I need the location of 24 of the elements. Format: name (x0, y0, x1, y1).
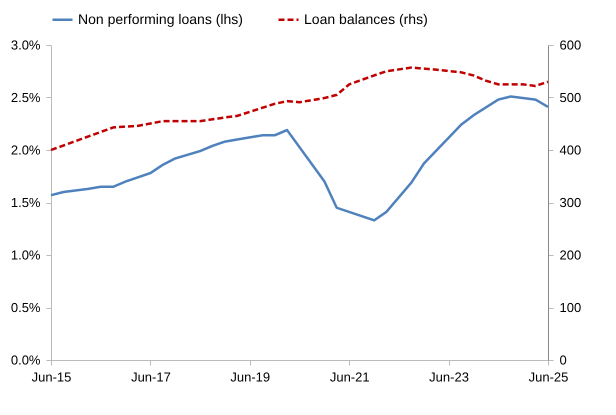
y-tick-label: 0.5% (10, 300, 41, 315)
x-tick-label: Jun-19 (230, 370, 270, 384)
y-tick-label: 1.0% (10, 248, 41, 262)
legend-label: Loan balances (rhs) (304, 10, 428, 27)
y2-tick-label: 400 (560, 142, 582, 158)
x-tick-label: Jun-21 (330, 370, 370, 384)
y-tick-label: 0.0% (10, 352, 41, 368)
x-tick-label: Jun-15 (32, 370, 72, 384)
y-tick-label: 1.5% (10, 195, 41, 210)
y2-tick-label: 500 (560, 90, 582, 105)
line-series (50, 95, 550, 222)
legend-label: Non performing loans (lhs) (78, 10, 243, 27)
y-tick-label: 2.5% (10, 90, 41, 105)
y2-tick-label: 300 (560, 195, 582, 210)
y2-tick-label: 600 (560, 38, 582, 52)
x-tick-label: Jun-25 (528, 370, 568, 384)
y2-tick-label: 0 (560, 352, 567, 368)
line-series (50, 66, 550, 152)
y2-tick-label: 200 (560, 248, 582, 262)
y-tick-label: 3.0% (10, 38, 41, 52)
x-tick-label: Jun-17 (131, 370, 171, 384)
x-tick-label: Jun-23 (429, 370, 469, 384)
y2-tick-label: 100 (560, 300, 582, 315)
y-tick-label: 2.0% (10, 142, 41, 158)
